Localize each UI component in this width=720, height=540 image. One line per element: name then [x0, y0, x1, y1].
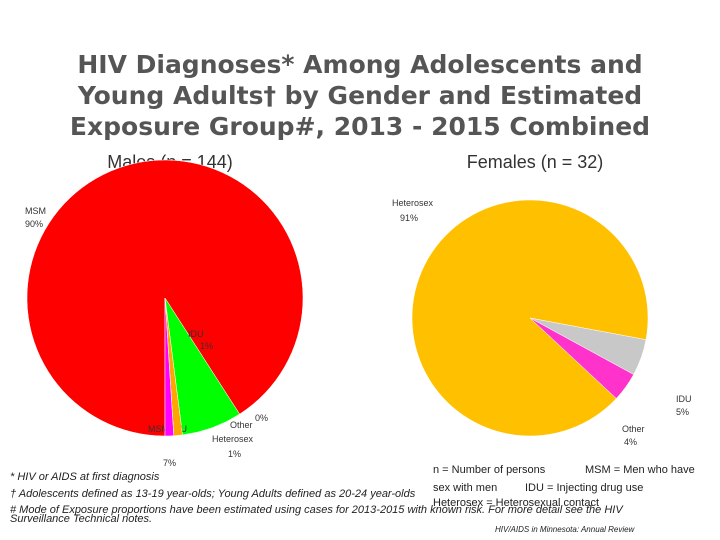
slice-value-label: 0%: [255, 413, 268, 423]
pie-slice: [529, 317, 634, 399]
slice-category: Heterosex: [212, 434, 254, 444]
legend-note: MSM = Men who have: [585, 464, 695, 476]
legend-note: IDU = Injecting drug use: [525, 482, 643, 494]
slice-value-label: 1%: [228, 449, 241, 459]
slice-value-label: 4%: [624, 437, 637, 447]
slice-category: Other: [230, 420, 253, 430]
pie-slice: [164, 297, 175, 437]
legend-note: Heterosex = Heterosexual contact: [433, 497, 599, 509]
source: HIV/AIDS in Minnesota: Annual Review: [495, 525, 636, 534]
title-line: HIV Diagnoses* Among Adolescents and: [77, 50, 642, 79]
slice-value-label: 5%: [676, 407, 689, 417]
title-line: Young Adults† by Gender and Estimated: [77, 81, 642, 110]
legend-note: n = Number of persons: [433, 464, 546, 476]
slice-value-label: 90%: [25, 219, 43, 229]
slice-value-label: 91%: [400, 213, 418, 223]
footnote: Surveillance Technical notes.: [10, 513, 152, 525]
slice-category: MSM: [25, 206, 46, 216]
slice-category: Other: [622, 424, 645, 434]
footnote: # Mode of Exposure proportions have been…: [10, 504, 624, 516]
footnote: † Adolescents defined as 13-19 year-olds…: [10, 488, 416, 500]
slice-value-label: 7%: [163, 458, 176, 468]
pie-slice: [26, 159, 304, 437]
slice-category: IDU: [188, 329, 204, 339]
slice-category: IDU: [676, 394, 692, 404]
slice-value-label: 1%: [200, 341, 213, 351]
footnote: * HIV or AIDS at first diagnosis: [10, 471, 160, 483]
pie-title: Females (n = 32): [467, 152, 604, 172]
title-line: Exposure Group#, 2013 - 2015 Combined: [70, 112, 650, 141]
slice-category: Heterosex: [392, 198, 434, 208]
legend-note: sex with men: [433, 482, 497, 494]
